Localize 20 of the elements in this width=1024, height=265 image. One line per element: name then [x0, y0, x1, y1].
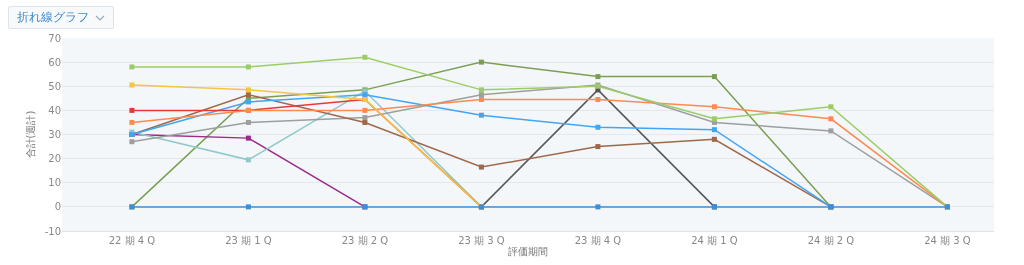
x-axis-title: 評価期間 — [508, 245, 548, 257]
text: 折れ線グラフ — [17, 9, 89, 26]
y-tick-label: 20 — [48, 153, 61, 165]
x-tick-label: 23 期 1 Q — [225, 235, 272, 246]
x-tick-label: 24 期 2 Q — [807, 235, 855, 246]
x-tick-label: 22 期 4 Q — [108, 235, 156, 246]
y-tick-label: 40 — [48, 104, 61, 116]
y-tick-label: 70 — [48, 32, 61, 44]
y-tick-label: 0 — [54, 201, 61, 213]
y-tick-label: 50 — [48, 80, 61, 92]
y-tick-label: 10 — [48, 177, 61, 189]
x-tick-label: 24 期 1 Q — [691, 235, 738, 246]
y-axis-title: 合計(週計) — [24, 110, 36, 159]
x-tick-label: 23 期 2 Q — [341, 235, 389, 246]
y-tick-label: -10 — [44, 225, 61, 237]
x-tick-label: 23 期 4 Q — [574, 235, 622, 246]
x-tick-label: 24 期 3 Q — [924, 235, 971, 246]
x-tick-label: 23 期 3 Q — [458, 235, 505, 246]
y-tick-label: 60 — [48, 56, 61, 68]
y-tick-label: 30 — [48, 129, 61, 140]
